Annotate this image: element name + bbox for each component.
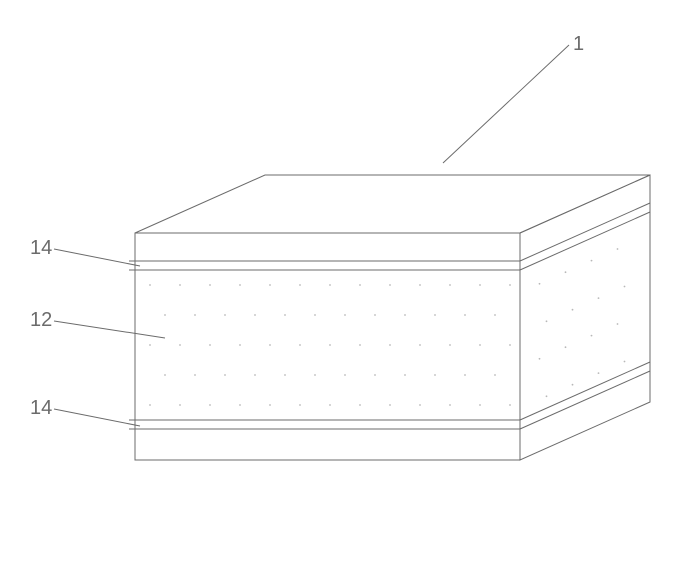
label-12: 12 xyxy=(30,309,52,331)
texture-dot xyxy=(404,374,406,376)
texture-dot xyxy=(164,374,166,376)
texture-dot-side xyxy=(572,384,574,386)
texture-dot xyxy=(419,344,421,346)
labels: 1 14 12 14 xyxy=(30,33,584,419)
leader-lines xyxy=(54,45,569,426)
texture-dot xyxy=(194,314,196,316)
texture-dot xyxy=(374,314,376,316)
layer-divider-side-1 xyxy=(520,212,650,270)
texture-dot xyxy=(449,284,451,286)
texture-dot xyxy=(479,284,481,286)
texture-dot xyxy=(359,344,361,346)
texture-dot xyxy=(239,404,241,406)
texture-dot xyxy=(494,314,496,316)
label-14b: 14 xyxy=(30,397,52,419)
texture-dot xyxy=(299,404,301,406)
texture-dot xyxy=(479,344,481,346)
texture-dot xyxy=(419,284,421,286)
leader-label-14b xyxy=(54,409,140,426)
texture-dot xyxy=(254,314,256,316)
texture-dot xyxy=(254,374,256,376)
layer-divider-side-3 xyxy=(520,371,650,429)
leader-label-14a xyxy=(54,249,140,266)
texture-dot xyxy=(389,344,391,346)
texture-dot-side xyxy=(598,297,600,299)
texture-dot-side xyxy=(598,372,600,374)
leader-label-12 xyxy=(54,321,165,338)
texture-dot xyxy=(209,284,211,286)
texture-dot xyxy=(329,404,331,406)
texture-dot xyxy=(149,344,151,346)
texture-dot xyxy=(179,284,181,286)
texture-dot-side xyxy=(546,320,548,322)
texture-dot xyxy=(314,374,316,376)
layered-block-diagram: 1 14 12 14 xyxy=(0,0,677,574)
texture-dot-side xyxy=(565,271,567,273)
texture-dot xyxy=(389,404,391,406)
texture-dot xyxy=(434,374,436,376)
texture-dot xyxy=(269,344,271,346)
texture-dot xyxy=(329,284,331,286)
texture-dot xyxy=(179,344,181,346)
texture-dot xyxy=(404,314,406,316)
texture-dot xyxy=(509,404,511,406)
texture-dot-side xyxy=(539,283,541,285)
texture-dot-side xyxy=(572,309,574,311)
texture-dot xyxy=(509,284,511,286)
texture-dot xyxy=(329,344,331,346)
dotted-texture-layer-12 xyxy=(149,248,625,406)
texture-dot-side xyxy=(624,286,626,288)
label-1: 1 xyxy=(573,33,584,55)
texture-dot xyxy=(194,374,196,376)
texture-dot-side xyxy=(624,361,626,363)
texture-dot xyxy=(419,404,421,406)
right-face xyxy=(520,175,650,460)
layer-divider-side-2 xyxy=(520,362,650,420)
texture-dot-side xyxy=(591,335,593,337)
texture-dot xyxy=(239,344,241,346)
texture-dot xyxy=(164,314,166,316)
texture-dot xyxy=(509,344,511,346)
texture-dot xyxy=(494,374,496,376)
texture-dot xyxy=(314,314,316,316)
texture-dot xyxy=(269,404,271,406)
layer-divider-side-0 xyxy=(520,203,650,261)
texture-dot xyxy=(284,374,286,376)
top-face xyxy=(135,175,650,233)
label-14a: 14 xyxy=(30,237,52,259)
texture-dot xyxy=(344,314,346,316)
texture-dot xyxy=(389,284,391,286)
texture-dot xyxy=(209,344,211,346)
texture-dot-side xyxy=(565,346,567,348)
texture-dot xyxy=(209,404,211,406)
texture-dot xyxy=(479,404,481,406)
texture-dot xyxy=(224,314,226,316)
front-face xyxy=(135,233,520,460)
texture-dot xyxy=(299,344,301,346)
texture-dot xyxy=(284,314,286,316)
texture-dot-side xyxy=(539,358,541,360)
texture-dot-side xyxy=(617,323,619,325)
texture-dot xyxy=(179,404,181,406)
isometric-block xyxy=(129,175,650,460)
texture-dot xyxy=(434,314,436,316)
texture-dot-side xyxy=(546,395,548,397)
texture-dot xyxy=(269,284,271,286)
texture-dot xyxy=(299,284,301,286)
texture-dot xyxy=(359,284,361,286)
texture-dot xyxy=(239,284,241,286)
texture-dot-side xyxy=(617,248,619,250)
texture-dot xyxy=(464,314,466,316)
texture-dot xyxy=(359,404,361,406)
texture-dot xyxy=(149,284,151,286)
texture-dot xyxy=(464,374,466,376)
texture-dot xyxy=(449,404,451,406)
texture-dot xyxy=(149,404,151,406)
leader-label-1 xyxy=(443,45,569,163)
texture-dot xyxy=(344,374,346,376)
texture-dot xyxy=(449,344,451,346)
texture-dot xyxy=(224,374,226,376)
texture-dot xyxy=(374,374,376,376)
texture-dot-side xyxy=(591,260,593,262)
